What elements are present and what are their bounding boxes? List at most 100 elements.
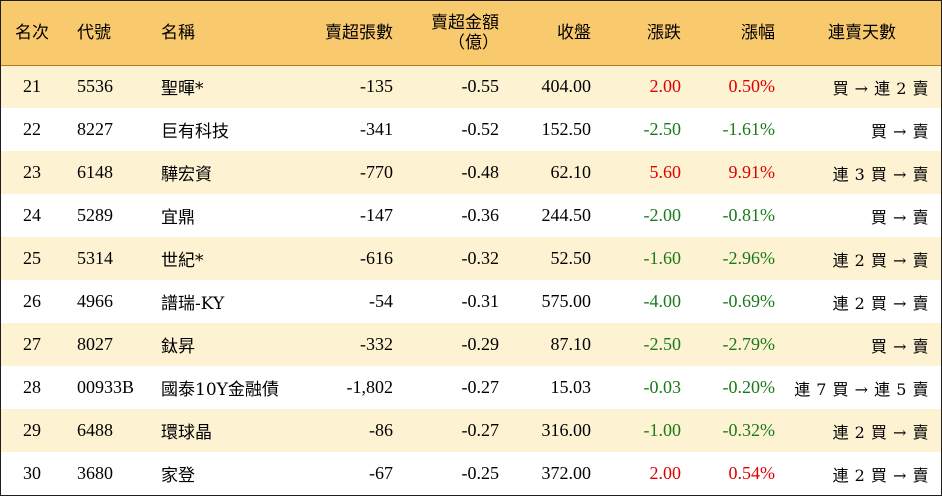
name-cell: 驊宏資 xyxy=(161,165,212,185)
name-cell: 譜瑞-KY xyxy=(161,294,225,314)
close-cell: 244.50 xyxy=(541,205,592,225)
rank-cell: 25 xyxy=(23,248,41,268)
change-cell: -2.00 xyxy=(643,205,682,225)
code-cell: 5536 xyxy=(77,76,113,97)
sell-shares-cell: -86 xyxy=(369,420,393,440)
close-cell: 15.03 xyxy=(550,377,592,397)
streak-cell: 連 3 買 → 賣 xyxy=(832,164,929,184)
streak-cell: 買 → 賣 xyxy=(870,207,929,227)
name-cell: 家登 xyxy=(161,466,195,486)
name-cell: 鈦昇 xyxy=(161,337,195,357)
header-close: 收盤 xyxy=(507,1,599,66)
name-cell: 國泰10Y金融債 xyxy=(161,380,279,400)
change-cell: -0.03 xyxy=(643,377,682,397)
code-cell: 5314 xyxy=(77,248,113,268)
rank-cell: 23 xyxy=(23,162,41,182)
close-cell: 404.00 xyxy=(541,76,592,97)
close-cell: 152.50 xyxy=(541,119,592,139)
sell-amount-cell: -0.27 xyxy=(461,420,500,440)
code-cell: 3680 xyxy=(77,463,113,483)
change-pct-cell: -2.79% xyxy=(722,334,776,354)
sell-amount-cell: -0.52 xyxy=(461,119,500,139)
change-cell: -1.60 xyxy=(643,248,682,268)
table-row: 24 5289 宜鼎 -147 -0.36 244.50 -2.00 -0.81% 買 → 賣 xyxy=(1,194,941,237)
sell-shares-cell: -54 xyxy=(369,291,393,311)
table-row: 28 00933B 國泰10Y金融債 -1,802 -0.27 15.03 -0.03 -0.… xyxy=(1,366,941,409)
code-cell: 00933B xyxy=(77,377,135,397)
sell-amount-cell: -0.25 xyxy=(461,463,500,483)
code-cell: 8227 xyxy=(77,119,113,139)
sell-shares-cell: -1,802 xyxy=(346,377,394,397)
change-pct-cell: -0.20% xyxy=(722,377,776,397)
streak-cell: 買 → 賣 xyxy=(870,336,929,356)
rank-cell: 22 xyxy=(23,119,41,139)
code-cell: 6488 xyxy=(77,420,113,440)
table-row: 21 5536 聖暉* -135 -0.55 404.00 2.00 0.50% 買 → 連 2… xyxy=(1,65,941,108)
change-cell: -1.00 xyxy=(643,420,682,440)
header-change: 漲跌 xyxy=(599,1,689,66)
sell-amount-cell: -0.36 xyxy=(461,205,500,225)
name-cell: 巨有科技 xyxy=(161,122,229,142)
header-sell-amount-line1: 賣超金額 xyxy=(431,12,499,33)
streak-cell: 買 → 連 2 賣 xyxy=(832,78,929,98)
change-pct-cell: 0.50% xyxy=(728,76,776,97)
header-sell-amount-line2: （億） xyxy=(448,32,499,53)
sell-shares-cell: -341 xyxy=(360,119,393,139)
streak-cell: 連 2 買 → 賣 xyxy=(832,293,929,313)
sell-shares-cell: -332 xyxy=(360,334,393,354)
table-row: 27 8027 鈦昇 -332 -0.29 87.10 -2.50 -2.79% 買 → 賣 xyxy=(1,323,941,366)
change-pct-cell: -0.69% xyxy=(722,291,776,311)
table-row: 30 3680 家登 -67 -0.25 372.00 2.00 0.54% 連 2 買 → 賣 xyxy=(1,452,941,495)
table-body: 21 5536 聖暉* -135 -0.55 404.00 2.00 0.50% 買 → 連 2… xyxy=(1,65,941,495)
streak-cell: 連 7 買 → 連 5 賣 xyxy=(794,379,929,399)
name-cell: 聖暉* xyxy=(161,79,204,100)
sell-shares-cell: -67 xyxy=(369,463,393,483)
rank-cell: 26 xyxy=(23,291,41,311)
sell-shares-cell: -147 xyxy=(360,205,393,225)
name-cell: 世紀* xyxy=(161,251,204,271)
close-cell: 316.00 xyxy=(541,420,592,440)
sell-shares-cell: -616 xyxy=(360,248,393,268)
close-cell: 372.00 xyxy=(541,463,592,483)
change-pct-cell: 0.54% xyxy=(728,463,776,483)
rank-cell: 21 xyxy=(23,76,41,97)
rank-cell: 24 xyxy=(23,205,41,225)
change-cell: 5.60 xyxy=(649,162,682,182)
header-change-pct: 漲幅 xyxy=(689,1,783,66)
streak-cell: 連 2 買 → 賣 xyxy=(832,465,929,485)
streak-cell: 連 2 買 → 賣 xyxy=(832,422,929,442)
header-rank: 名次 xyxy=(1,1,63,66)
table-row: 25 5314 世紀* -616 -0.32 52.50 -1.60 -2.96% 連 2 買 … xyxy=(1,237,941,280)
sell-amount-cell: -0.31 xyxy=(461,291,500,311)
change-pct-cell: -0.81% xyxy=(722,205,776,225)
sell-shares-cell: -135 xyxy=(360,76,393,97)
close-cell: 62.10 xyxy=(550,162,592,182)
code-cell: 4966 xyxy=(77,291,113,311)
sell-amount-cell: -0.29 xyxy=(461,334,500,354)
change-pct-cell: -2.96% xyxy=(722,248,776,268)
change-pct-cell: 9.91% xyxy=(728,162,776,182)
sell-amount-cell: -0.27 xyxy=(461,377,500,397)
change-pct-cell: -0.32% xyxy=(722,420,776,440)
sell-amount-cell: -0.55 xyxy=(461,76,500,97)
streak-cell: 買 → 賣 xyxy=(870,121,929,141)
sell-amount-cell: -0.32 xyxy=(461,248,500,268)
header-streak: 連賣天數 xyxy=(783,1,941,66)
streak-cell: 連 2 買 → 賣 xyxy=(832,250,929,270)
close-cell: 575.00 xyxy=(541,291,592,311)
change-cell: -2.50 xyxy=(643,334,682,354)
table-row: 29 6488 環球晶 -86 -0.27 316.00 -1.00 -0.32% 連 2 買 … xyxy=(1,409,941,452)
change-cell: -4.00 xyxy=(643,291,682,311)
change-cell: 2.00 xyxy=(649,463,682,483)
rank-cell: 28 xyxy=(23,377,41,397)
rank-cell: 30 xyxy=(23,463,41,483)
header-sell-amount: 賣超金額 （億） xyxy=(401,1,507,66)
rank-cell: 29 xyxy=(23,420,41,440)
change-pct-cell: -1.61% xyxy=(722,119,776,139)
header-code: 代號 xyxy=(63,1,147,66)
header-name: 名稱 xyxy=(147,1,299,66)
sell-shares-cell: -770 xyxy=(360,162,393,182)
code-cell: 5289 xyxy=(77,205,113,225)
